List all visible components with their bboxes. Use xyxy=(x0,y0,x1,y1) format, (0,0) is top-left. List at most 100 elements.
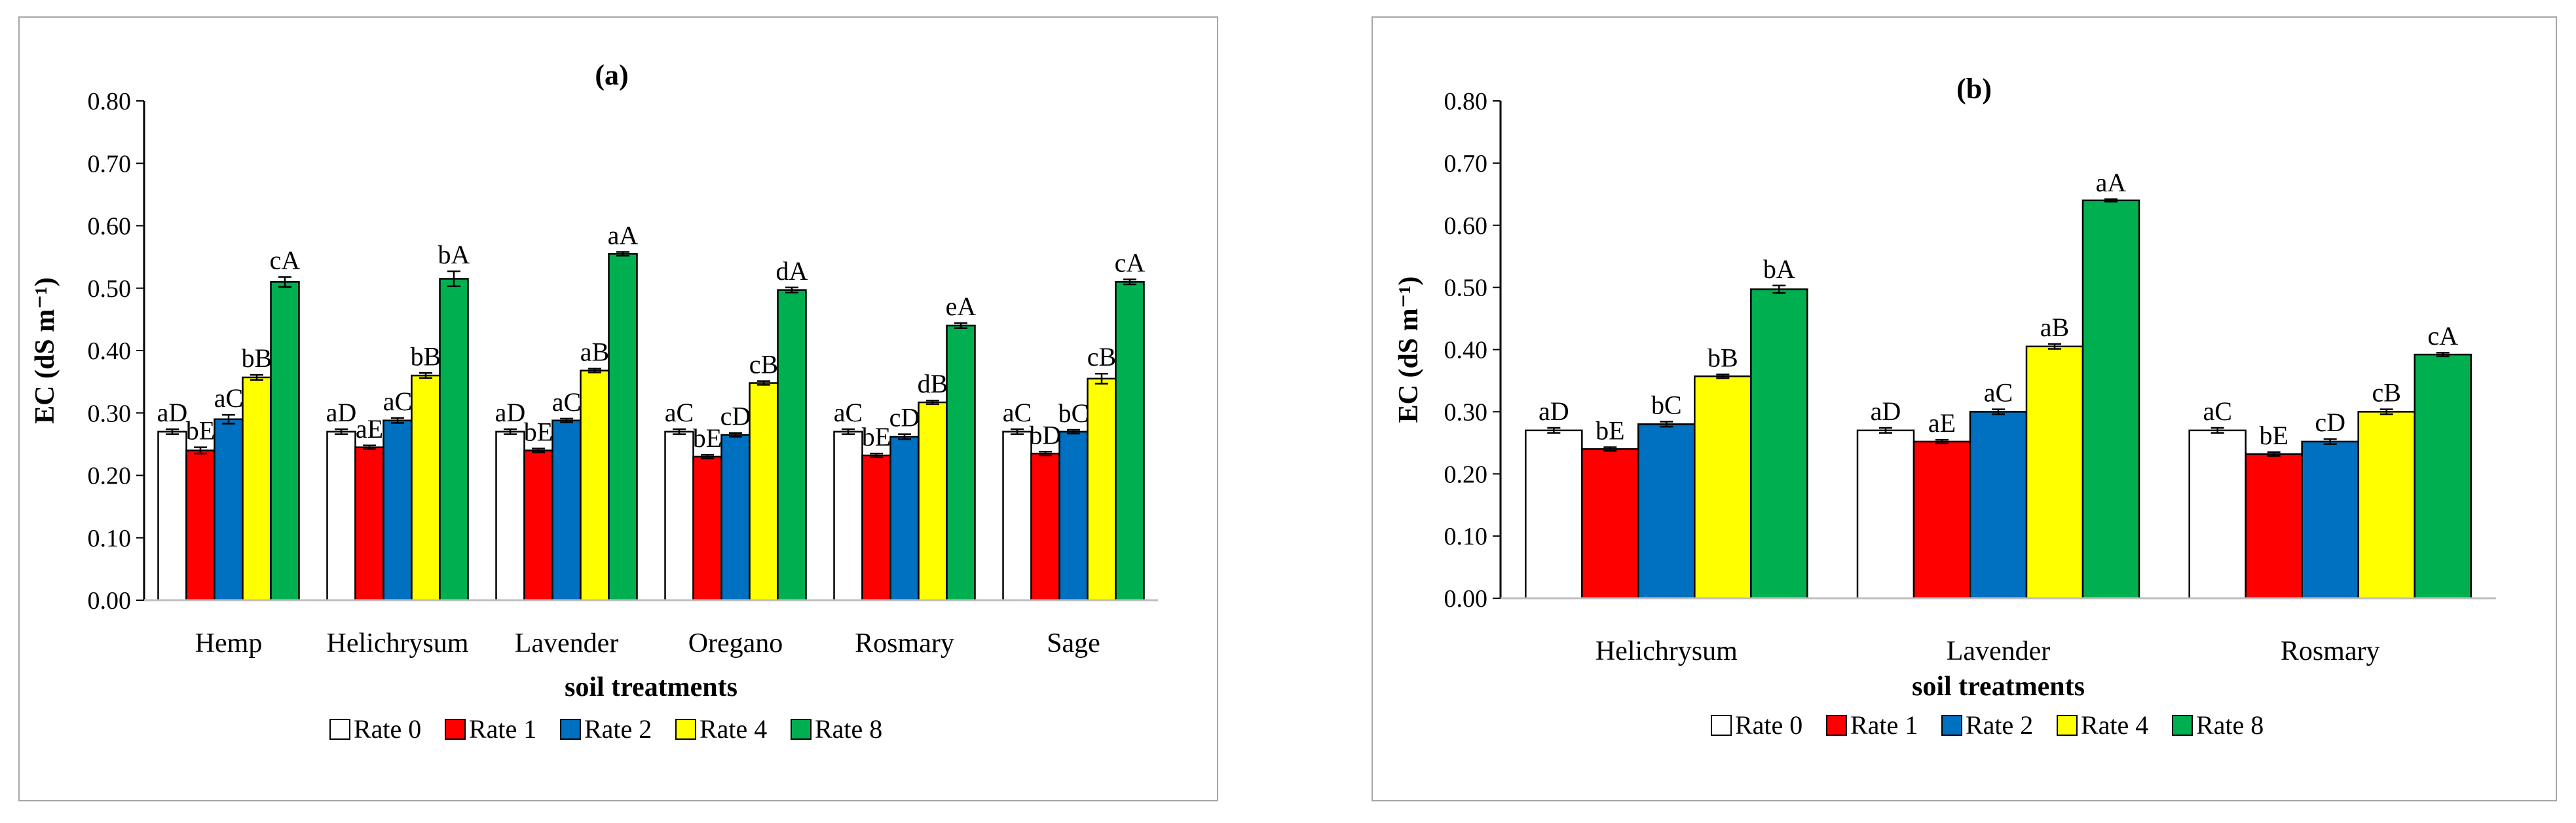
chart-a-bar-helichrysum-rate-4 xyxy=(411,374,441,602)
chart-b-significance-label: aC xyxy=(1984,378,2013,408)
chart-a-legend-label: Rate 4 xyxy=(700,714,767,744)
chart-a-significance-label: aD xyxy=(157,398,188,427)
chart-a-significance-label: bE xyxy=(524,417,553,447)
chart-b-bar-helichrysum-rate-8 xyxy=(1750,288,1808,600)
chart-b-y-tick-label: 0.00 xyxy=(1444,585,1488,613)
chart-a-title: (a) xyxy=(595,59,628,91)
chart-a-bar-rosmary-rate-2 xyxy=(889,436,920,602)
chart-b-bar-lavender-rate-2 xyxy=(1969,411,2028,600)
chart-a-bar-helichrysum-rate-1 xyxy=(354,446,384,602)
chart-b-significance-label: aD xyxy=(1539,396,1569,426)
chart-a-significance-label: cB xyxy=(749,350,778,379)
chart-b-legend-label: Rate 1 xyxy=(1850,710,1918,740)
chart-a-legend-swatch xyxy=(329,719,350,740)
chart-b-significance-label: aB xyxy=(2040,313,2069,342)
chart-a-y-tick-label: 0.50 xyxy=(88,275,132,303)
chart-b-significance-label: cB xyxy=(2372,378,2400,408)
chart-a-significance-label: aA xyxy=(608,221,639,250)
chart-a-significance-label: bB xyxy=(242,343,272,373)
chart-b-bar-rosmary-rate-1 xyxy=(2245,453,2303,600)
chart-a-significance-label: aC xyxy=(834,398,863,427)
chart-a-bar-oregano-rate-2 xyxy=(720,434,751,602)
chart-a-bar-rosmary-rate-8 xyxy=(946,324,976,602)
chart-a-significance-label: bE xyxy=(693,423,722,453)
chart-b-legend-label: Rate 4 xyxy=(2081,710,2148,740)
chart-a-significance-label: bC xyxy=(1058,398,1089,428)
chart-b-bar-lavender-rate-1 xyxy=(1913,440,1971,600)
chart-a-significance-label: cD xyxy=(889,403,920,432)
chart-b-y-tick-label: 0.50 xyxy=(1444,275,1488,302)
chart-panel-a: (a) 0.00 0.10 0.20 0.30 0.40 0.50 0.60 0.70 0.80 E… xyxy=(18,16,1218,801)
chart-a-legend-swatch xyxy=(560,719,581,740)
chart-a-significance-label: aE xyxy=(356,414,383,444)
chart-a-significance-label: cA xyxy=(1115,248,1146,277)
chart-b-y-tick-label: 0.40 xyxy=(1444,337,1488,364)
chart-a-y-tick-label: 0.70 xyxy=(88,150,132,178)
chart-a-legend-swatch xyxy=(791,719,812,740)
chart-b-bar-rosmary-rate-2 xyxy=(2301,440,2359,600)
chart-b-significance-label: aA xyxy=(2096,168,2127,197)
chart-a-category-label: Oregano xyxy=(688,628,783,659)
chart-a-bar-lavender-rate-8 xyxy=(608,253,638,602)
chart-b-legend-swatch xyxy=(1711,715,1732,736)
chart-b-significance-label: bE xyxy=(1596,415,1624,445)
chart-a-significance-label: bD xyxy=(1030,420,1062,450)
chart-b-category-label: Rosmary xyxy=(2281,636,2380,666)
chart-b-category-label: Helichrysum xyxy=(1596,636,1738,666)
chart-b-y-tick-label: 0.30 xyxy=(1444,398,1488,426)
chart-a-bar-oregano-rate-0 xyxy=(664,431,694,602)
chart-b-y-tick-label: 0.20 xyxy=(1444,461,1488,488)
chart-b-bar-helichrysum-rate-0 xyxy=(1525,429,1583,600)
chart-a-bar-sage-rate-0 xyxy=(1002,431,1032,602)
chart-a-significance-label: eA xyxy=(946,292,977,321)
chart-b-bar-lavender-rate-8 xyxy=(2081,199,2140,600)
chart-b-svg: (b) 0.00 0.10 0.20 0.30 0.40 0.50 0.60 0.70 0.80 E… xyxy=(1394,73,2496,740)
chart-b-bar-helichrysum-rate-2 xyxy=(1637,423,1696,600)
chart-a-bar-sage-rate-1 xyxy=(1030,452,1060,602)
chart-a-significance-label: aC xyxy=(1003,398,1032,427)
chart-a-y-tick-label: 0.10 xyxy=(88,525,132,552)
chart-a-legend-label: Rate 1 xyxy=(469,714,536,744)
chart-a-significance-label: aD xyxy=(326,398,357,427)
chart-b-legend-swatch xyxy=(1826,715,1847,736)
chart-a-bar-oregano-rate-1 xyxy=(692,455,722,602)
chart-a-bar-hemp-rate-0 xyxy=(157,431,187,602)
chart-b-category-label: Lavender xyxy=(1947,636,2051,666)
chart-a-y-tick-label: 0.60 xyxy=(88,213,132,240)
chart-a-bar-oregano-rate-4 xyxy=(749,382,779,602)
chart-b-significance-label: aC xyxy=(2203,396,2231,426)
chart-a-y-tick-label: 0.80 xyxy=(88,88,132,115)
chart-a-legend-label: Rate 0 xyxy=(354,714,421,744)
chart-a-category-label: Helichrysum xyxy=(327,628,469,659)
chart-b-title: (b) xyxy=(1956,73,1992,105)
chart-b-bar-helichrysum-rate-4 xyxy=(1694,375,1752,600)
chart-a-bar-hemp-rate-8 xyxy=(270,280,300,602)
chart-b-y-axis-title: EC (dS m⁻¹) xyxy=(1394,277,1424,423)
chart-a-bar-sage-rate-8 xyxy=(1115,280,1145,602)
chart-b-y-tick-label: 0.70 xyxy=(1444,150,1488,178)
chart-a-bar-lavender-rate-2 xyxy=(551,419,582,602)
chart-b-y-tick-label: 0.80 xyxy=(1444,88,1488,115)
chart-a-significance-label: aC xyxy=(552,387,581,417)
chart-a-x-axis-title: soil treatments xyxy=(565,672,737,702)
chart-a-bar-sage-rate-2 xyxy=(1058,431,1089,602)
chart-a-y-tick-label: 0.30 xyxy=(88,400,132,427)
chart-a-bar-lavender-rate-4 xyxy=(580,370,610,602)
chart-a-bar-helichrysum-rate-0 xyxy=(326,431,356,602)
chart-a-bar-helichrysum-rate-8 xyxy=(439,278,469,602)
chart-a-significance-label: bB xyxy=(411,341,441,371)
chart-a-significance-label: aC xyxy=(665,398,694,427)
chart-a-bar-rosmary-rate-0 xyxy=(833,431,863,602)
chart-b-legend-swatch xyxy=(2172,715,2193,736)
chart-b-significance-label: cD xyxy=(2315,408,2345,437)
chart-b-bar-rosmary-rate-8 xyxy=(2414,353,2472,600)
chart-a-legend-swatch xyxy=(445,719,466,740)
chart-a-bar-hemp-rate-1 xyxy=(185,450,215,602)
chart-a-significance-label: aD xyxy=(495,398,526,427)
chart-b-significance-label: bC xyxy=(1651,391,1682,420)
chart-b-significance-label: cA xyxy=(2427,321,2458,351)
chart-a-significance-label: aC xyxy=(383,387,412,416)
chart-b-legend-swatch xyxy=(1941,715,1962,736)
chart-b-legend-swatch xyxy=(2057,715,2078,736)
chart-b-bar-helichrysum-rate-1 xyxy=(1581,448,1639,600)
